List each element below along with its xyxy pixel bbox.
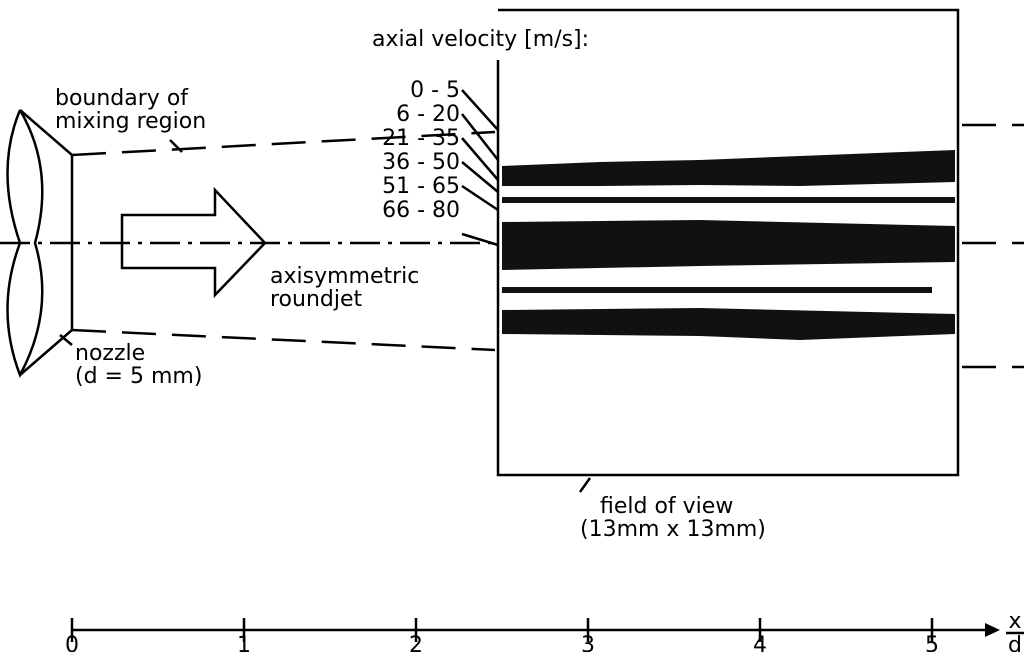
axis-label-d: d	[1008, 633, 1022, 652]
band	[502, 150, 955, 186]
tick-label: 5	[925, 633, 939, 652]
legend-label: 36 - 50	[382, 150, 460, 175]
legend-leaders	[462, 90, 498, 245]
legend-label: 6 - 20	[396, 102, 460, 127]
legend-label: 66 - 80	[382, 198, 460, 223]
band	[502, 197, 955, 203]
tick-label: 4	[753, 633, 767, 652]
field-label: field of view(13mm x 13mm)	[580, 494, 766, 542]
axis: 0 1 2 3 4 5	[65, 618, 939, 652]
axis-arrow	[985, 623, 1000, 637]
tick-label: 0	[65, 633, 79, 652]
axis-label-x: x	[1008, 609, 1021, 634]
nozzle-label: nozzle(d = 5 mm)	[75, 341, 202, 389]
title: axial velocity [m/s]:	[372, 27, 589, 52]
leader	[580, 478, 590, 492]
boundary-right	[962, 125, 1024, 367]
band	[502, 287, 932, 293]
band	[502, 220, 955, 270]
velocity-bands	[502, 150, 955, 340]
legend-label: 0 - 5	[410, 78, 460, 103]
tick-label: 1	[237, 633, 251, 652]
jet-arrow	[122, 190, 265, 295]
tick-label: 2	[409, 633, 423, 652]
band	[502, 308, 955, 340]
tick-label: 3	[581, 633, 595, 652]
legend-label: 51 - 65	[382, 174, 460, 199]
diagram: axial velocity [m/s]: 0 - 56 - 2021 - 35…	[0, 0, 1024, 652]
